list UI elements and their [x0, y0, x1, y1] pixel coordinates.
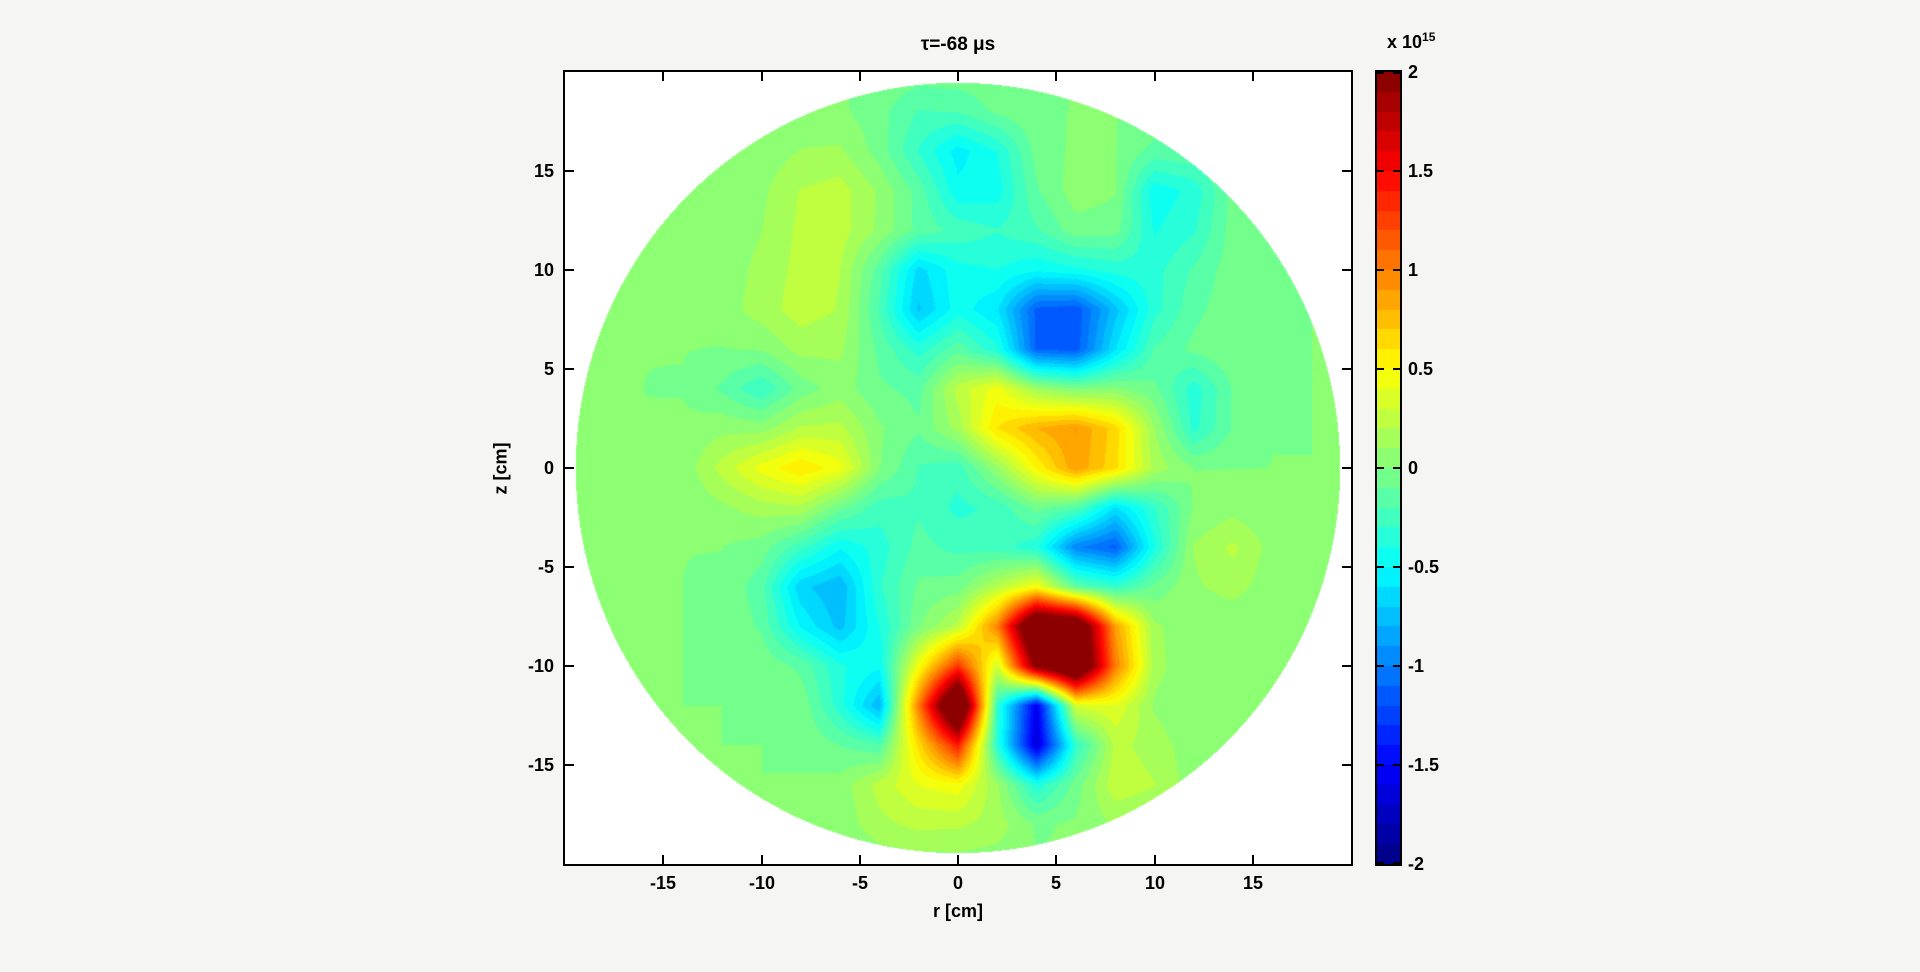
colorbar-tick-mark — [1377, 269, 1384, 271]
axis-tick-mark — [957, 72, 959, 81]
colorbar-tick-mark — [1377, 566, 1384, 568]
colorbar-tick-label: -1.5 — [1408, 755, 1440, 775]
y-tick-label: -5 — [537, 557, 554, 577]
colorbar-tick-mark — [1393, 862, 1400, 864]
colorbar-tick-label: -2 — [1408, 854, 1425, 874]
plot-axes — [563, 70, 1353, 866]
colorbar-tick-mark — [1377, 862, 1384, 864]
x-tick-label: 0 — [952, 873, 963, 893]
x-axis-label: r [cm] — [932, 901, 983, 921]
axis-tick-mark — [1342, 764, 1351, 766]
axis-tick-mark — [1252, 855, 1254, 864]
axis-tick-mark — [1055, 855, 1057, 864]
x-tick-label: -5 — [851, 873, 868, 893]
y-tick-label: -10 — [527, 656, 554, 676]
colorbar-tick-mark — [1377, 764, 1384, 766]
axis-tick-mark — [565, 170, 574, 172]
colorbar-tick-mark — [1377, 368, 1384, 370]
axis-tick-mark — [1342, 269, 1351, 271]
axis-tick-mark — [1154, 855, 1156, 864]
colorbar-tick-mark — [1377, 467, 1384, 469]
colorbar-tick-mark — [1393, 467, 1400, 469]
colorbar-tick-mark — [1393, 72, 1400, 74]
colorbar-exponent-label: x 1015 — [1387, 30, 1435, 53]
x-tick-label: 15 — [1242, 873, 1264, 893]
colorbar-tick-mark — [1377, 665, 1384, 667]
axis-tick-mark — [1342, 665, 1351, 667]
x-tick-label: 10 — [1144, 873, 1166, 893]
colorbar-scale-prefix: x 10 — [1387, 32, 1423, 52]
axis-tick-mark — [957, 855, 959, 864]
plot-title: τ=-68 μs — [920, 34, 996, 55]
colorbar-tick-mark — [1393, 665, 1400, 667]
axis-tick-mark — [565, 665, 574, 667]
y-axis-label: z [cm] — [490, 442, 511, 495]
axis-tick-mark — [662, 855, 664, 864]
colorbar-tick-label: 1 — [1408, 260, 1419, 280]
colorbar-tick-mark — [1377, 72, 1384, 74]
colorbar-tick-mark — [1393, 368, 1400, 370]
axis-tick-mark — [1342, 467, 1351, 469]
contour-plot-canvas — [565, 72, 1351, 864]
colorbar-tick-label: -0.5 — [1408, 557, 1440, 577]
axis-tick-mark — [662, 72, 664, 81]
x-tick-label: -15 — [649, 873, 676, 893]
axis-tick-mark — [859, 855, 861, 864]
x-tick-label: -10 — [748, 873, 775, 893]
axis-tick-mark — [1055, 72, 1057, 81]
colorbar-tick-mark — [1393, 566, 1400, 568]
axis-tick-mark — [565, 368, 574, 370]
x-tick-label: 5 — [1050, 873, 1061, 893]
axis-tick-mark — [1154, 72, 1156, 81]
y-tick-label: 0 — [543, 458, 554, 478]
axis-tick-mark — [859, 72, 861, 81]
axis-tick-mark — [1342, 368, 1351, 370]
colorbar-tick-label: 0 — [1408, 458, 1419, 478]
colorbar-tick-label: -1 — [1408, 656, 1425, 676]
colorbar-tick-label: 1.5 — [1408, 161, 1434, 181]
y-tick-label: -15 — [527, 755, 554, 775]
axis-tick-mark — [1252, 72, 1254, 81]
axis-tick-mark — [565, 467, 574, 469]
axis-tick-mark — [565, 764, 574, 766]
colorbar — [1375, 70, 1402, 866]
y-tick-label: 5 — [543, 359, 554, 379]
axis-tick-mark — [565, 269, 574, 271]
colorbar-tick-label: 2 — [1408, 62, 1419, 82]
axis-tick-mark — [761, 855, 763, 864]
y-tick-label: 15 — [533, 161, 554, 181]
colorbar-tick-mark — [1393, 764, 1400, 766]
axis-tick-mark — [565, 566, 574, 568]
colorbar-tick-mark — [1393, 269, 1400, 271]
axis-tick-mark — [1342, 566, 1351, 568]
colorbar-tick-mark — [1393, 170, 1400, 172]
colorbar-tick-mark — [1377, 170, 1384, 172]
axis-tick-mark — [1342, 170, 1351, 172]
colorbar-tick-label: 0.5 — [1408, 359, 1434, 379]
axis-tick-mark — [761, 72, 763, 81]
y-tick-label: 10 — [533, 260, 554, 280]
colorbar-scale-exponent: 15 — [1422, 30, 1436, 44]
